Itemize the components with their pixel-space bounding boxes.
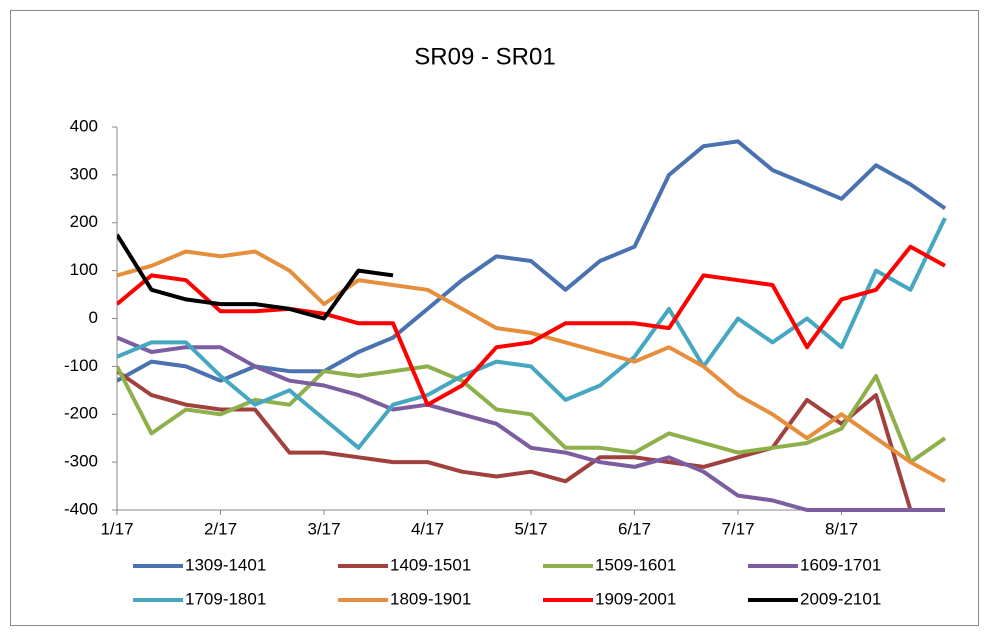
series-line xyxy=(117,233,394,321)
y-tick-label: 300 xyxy=(70,164,98,183)
series-line xyxy=(117,217,947,450)
legend-label: 1309-1401 xyxy=(185,555,266,574)
series-line xyxy=(117,364,947,465)
chart-title: SR09 - SR01 xyxy=(414,43,555,70)
y-tick-label: 0 xyxy=(89,308,98,327)
y-tick-label: 200 xyxy=(70,212,98,231)
legend-label: 1409-1501 xyxy=(390,555,471,574)
y-tick-label: 400 xyxy=(70,116,98,135)
x-tick-label: 1/17 xyxy=(100,519,133,538)
y-tick-label: 100 xyxy=(70,260,98,279)
legend-label: 1709-1801 xyxy=(185,589,266,608)
chart-border xyxy=(10,10,979,626)
series-line xyxy=(117,369,945,512)
x-tick-label: 4/17 xyxy=(411,519,444,538)
legend-label: 1809-1901 xyxy=(390,589,471,608)
series-line xyxy=(117,335,945,512)
y-tick-label: -400 xyxy=(64,499,98,518)
legend-label: 2009-2101 xyxy=(800,589,881,608)
y-tick-label: -300 xyxy=(64,452,98,471)
x-tick-label: 5/17 xyxy=(514,519,547,538)
legend-label: 1509-1601 xyxy=(595,555,676,574)
y-tick-label: -100 xyxy=(64,356,98,375)
series-line xyxy=(117,244,946,407)
x-tick-label: 3/17 xyxy=(307,519,340,538)
y-tick-label: -200 xyxy=(64,404,98,423)
x-tick-label: 8/17 xyxy=(825,519,858,538)
legend-label: 1609-1701 xyxy=(800,555,881,574)
x-tick-label: 2/17 xyxy=(204,519,237,538)
x-tick-label: 7/17 xyxy=(721,519,754,538)
x-tick-label: 6/17 xyxy=(618,519,651,538)
series-line xyxy=(117,249,946,484)
legend-label: 1909-2001 xyxy=(595,589,676,608)
